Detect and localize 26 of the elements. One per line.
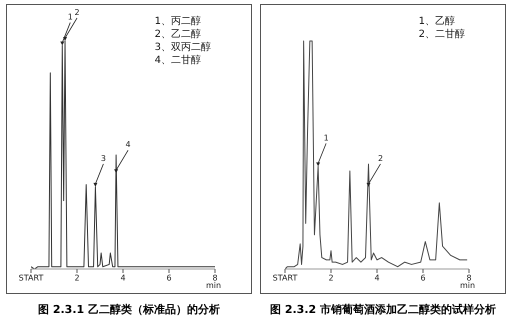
x-axis-title: min [460, 280, 476, 290]
text: 2、二甘醇 [418, 28, 465, 41]
x-tick-label: 8 [466, 274, 472, 283]
x-tick-label: 6 [166, 274, 172, 283]
annotation: 4 [126, 140, 131, 150]
annotation: 3 [100, 154, 106, 163]
x-tick-label: START [18, 274, 44, 283]
x-tick-label: 6 [420, 274, 426, 283]
x-tick-label: 4 [120, 274, 126, 283]
text: 1、乙醇 [418, 15, 456, 28]
annotation: 4、二甘醇 [154, 54, 202, 67]
annotation: 2 [74, 8, 80, 17]
x-tick-label: 8 [212, 274, 218, 283]
x-tick-label: 4 [374, 274, 380, 283]
annotation: 1 [68, 12, 73, 22]
text: 图 2.3.1 乙二醇类（标准品）的分析 [37, 302, 221, 317]
text: 图 2.3.2 市销葡萄酒添加乙二醇类的试样分析 [269, 302, 497, 317]
annotation: 3、双丙二醇 [154, 41, 211, 54]
annotation: 1 [324, 133, 329, 142]
x-tick-label: 2 [328, 274, 334, 283]
text: 2、乙二醇 [154, 28, 202, 41]
text: 1、丙二醇 [154, 15, 202, 28]
x-tick-label: 2 [74, 274, 80, 283]
x-tick-label: START [272, 274, 298, 283]
x-axis-title: min [206, 280, 222, 290]
annotation: 2 [378, 154, 384, 163]
